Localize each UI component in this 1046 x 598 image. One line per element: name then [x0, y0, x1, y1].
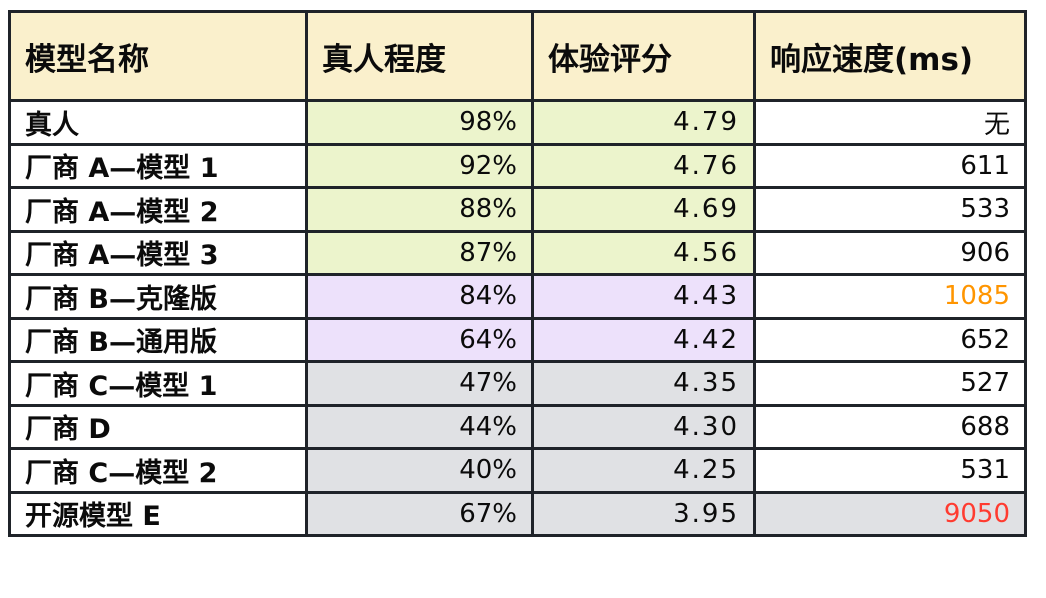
- experience-score-cell: 3.95: [531, 490, 756, 537]
- table-row: 厂商 D 44% 4.30 688: [8, 403, 1027, 450]
- header-row: 模型名称 真人程度 体验评分 响应速度(ms): [8, 10, 1027, 102]
- table-row: 厂商 B—通用版 64% 4.42 652: [8, 316, 1027, 363]
- column-header-human-likeness: 真人程度: [305, 10, 534, 102]
- response-speed-cell: 1085: [753, 273, 1027, 320]
- table-row: 厂商 A—模型 3 87% 4.56 906: [8, 229, 1027, 276]
- human-likeness-cell: 88%: [305, 186, 534, 233]
- response-speed-cell: 652: [753, 316, 1027, 363]
- experience-score-cell: 4.30: [531, 403, 756, 450]
- experience-score-cell: 4.69: [531, 186, 756, 233]
- experience-score-cell: 4.43: [531, 273, 756, 320]
- model-name-cell: 厂商 A—模型 3: [8, 229, 308, 276]
- experience-score-cell: 4.42: [531, 316, 756, 363]
- experience-score-cell: 4.25: [531, 447, 756, 494]
- column-header-experience-score: 体验评分: [531, 10, 756, 102]
- model-name-cell: 厂商 C—模型 2: [8, 447, 308, 494]
- table-row: 厂商 A—模型 1 92% 4.76 611: [8, 142, 1027, 189]
- model-name-cell: 厂商 B—克隆版: [8, 273, 308, 320]
- human-likeness-cell: 87%: [305, 229, 534, 276]
- human-likeness-cell: 47%: [305, 360, 534, 407]
- response-speed-cell: 527: [753, 360, 1027, 407]
- human-likeness-cell: 64%: [305, 316, 534, 363]
- response-speed-cell: 无: [753, 99, 1027, 146]
- table-header: 模型名称 真人程度 体验评分 响应速度(ms): [8, 10, 1027, 102]
- table-row: 厂商 C—模型 1 47% 4.35 527: [8, 360, 1027, 407]
- human-likeness-cell: 84%: [305, 273, 534, 320]
- experience-score-cell: 4.56: [531, 229, 756, 276]
- model-name-cell: 真人: [8, 99, 308, 146]
- experience-score-cell: 4.76: [531, 142, 756, 189]
- table-row: 真人 98% 4.79 无: [8, 99, 1027, 146]
- model-name-cell: 厂商 C—模型 1: [8, 360, 308, 407]
- model-name-cell: 厂商 B—通用版: [8, 316, 308, 363]
- human-likeness-cell: 67%: [305, 490, 534, 537]
- table-row: 厂商 A—模型 2 88% 4.69 533: [8, 186, 1027, 233]
- model-name-cell: 开源模型 E: [8, 490, 308, 537]
- human-likeness-cell: 44%: [305, 403, 534, 450]
- column-header-response-speed: 响应速度(ms): [753, 10, 1027, 102]
- table-row: 开源模型 E 67% 3.95 9050: [8, 490, 1027, 537]
- table-row: 厂商 C—模型 2 40% 4.25 531: [8, 447, 1027, 494]
- table-body: 真人 98% 4.79 无厂商 A—模型 1 92% 4.76 611 厂商 A—模型 2 88…: [8, 99, 1027, 537]
- model-name-cell: 厂商 A—模型 1: [8, 142, 308, 189]
- column-header-model-name: 模型名称: [8, 10, 308, 102]
- human-likeness-cell: 40%: [305, 447, 534, 494]
- experience-score-cell: 4.79: [531, 99, 756, 146]
- human-likeness-cell: 92%: [305, 142, 534, 189]
- response-speed-cell: 688: [753, 403, 1027, 450]
- response-speed-cell: 531: [753, 447, 1027, 494]
- response-speed-cell: 9050: [753, 490, 1027, 537]
- model-comparison-table: 模型名称 真人程度 体验评分 响应速度(ms) 真人 98% 4.79 无厂商 A—模…: [8, 10, 1027, 537]
- model-comparison-table-container: 模型名称 真人程度 体验评分 响应速度(ms) 真人 98% 4.79 无厂商 A—模…: [8, 10, 1027, 537]
- model-name-cell: 厂商 A—模型 2: [8, 186, 308, 233]
- table-row: 厂商 B—克隆版 84% 4.43 1085: [8, 273, 1027, 320]
- response-speed-cell: 533: [753, 186, 1027, 233]
- human-likeness-cell: 98%: [305, 99, 534, 146]
- response-speed-cell: 611: [753, 142, 1027, 189]
- experience-score-cell: 4.35: [531, 360, 756, 407]
- response-speed-cell: 906: [753, 229, 1027, 276]
- model-name-cell: 厂商 D: [8, 403, 308, 450]
